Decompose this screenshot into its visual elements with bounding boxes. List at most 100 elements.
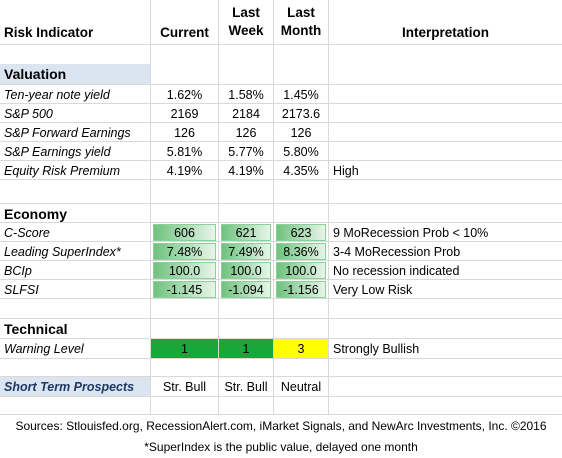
blank-cell <box>273 299 328 319</box>
blank-cell <box>218 64 273 84</box>
table-row: Warning Level 1 1 3 Strongly Bullish <box>0 338 562 359</box>
header-last-week-top: Last <box>232 5 260 20</box>
spacer-row <box>0 44 562 65</box>
data-bar <box>153 224 216 241</box>
header-row: Risk Indicator Current Last Week Last Mo… <box>0 0 562 44</box>
blank-cell <box>328 64 562 84</box>
header-interpretation: Interpretation <box>328 0 562 44</box>
prospects-row: Short Term Prospects Str. Bull Str. Bull… <box>0 376 562 397</box>
last-month-value: 2173.6 <box>273 104 328 123</box>
data-bar <box>221 262 271 279</box>
current-value-text: 7.48% <box>166 244 203 259</box>
blank-cell <box>150 180 218 204</box>
last-week-value: -1.094 <box>218 280 273 299</box>
prospects-label: Short Term Prospects <box>0 377 150 397</box>
data-bar <box>221 224 271 241</box>
footer-sources-row: Sources: Stlouisfed.org, RecessionAlert.… <box>0 414 562 437</box>
data-bar <box>153 262 216 279</box>
spacer-row <box>0 358 562 377</box>
technical-title: Technical <box>4 321 68 337</box>
blank-cell <box>328 359 562 377</box>
table-row: C-Score 606 621 623 9 MoRecession Prob <… <box>0 222 562 242</box>
table-row: BCIp 100.0 100.0 100.0 No recession indi… <box>0 260 562 280</box>
blank-cell <box>150 397 218 415</box>
economy-title: Economy <box>4 205 68 222</box>
blank-cell <box>328 180 562 204</box>
data-bar <box>221 281 271 298</box>
prospects-last-month: Neutral <box>273 377 328 397</box>
prospects-current: Str. Bull <box>150 377 218 397</box>
current-value-text: 100.0 <box>168 263 201 278</box>
blank-cell <box>218 45 273 65</box>
header-interpretation-label: Interpretation <box>401 25 489 40</box>
table-row: S&P Earnings yield 5.81% 5.77% 5.80% <box>0 141 562 161</box>
blank-cell <box>328 377 562 397</box>
current-value: 126 <box>150 123 218 142</box>
row-label: S&P Earnings yield <box>4 144 111 159</box>
table-row: Leading SuperIndex* 7.48% 7.49% 8.36% 3-… <box>0 241 562 261</box>
blank-cell <box>218 299 273 319</box>
data-bar <box>276 243 326 260</box>
interpretation-value <box>328 85 562 104</box>
blank-cell <box>328 397 562 415</box>
last-week-value: 4.19% <box>218 161 273 180</box>
last-month-value: 3 <box>273 339 328 359</box>
last-week-value: 1 <box>218 339 273 359</box>
header-current-label: Current <box>160 25 209 40</box>
current-value: 4.19% <box>150 161 218 180</box>
last-month-value-text: 8.36% <box>283 244 319 259</box>
interpretation-value: High <box>328 161 562 180</box>
current-value: 606 <box>150 223 218 242</box>
blank-cell <box>273 180 328 204</box>
blank-cell <box>218 359 273 377</box>
last-week-value: 100.0 <box>218 261 273 280</box>
table-row: SLFSI -1.145 -1.094 -1.156 Very Low Risk <box>0 279 562 299</box>
blank-cell <box>328 299 562 319</box>
data-bar <box>276 281 326 298</box>
last-week-value-text: 100.0 <box>230 263 262 278</box>
row-label: Warning Level <box>4 342 84 356</box>
header-current: Current <box>150 0 218 44</box>
interpretation-value: 3-4 MoRecession Prob <box>328 242 562 261</box>
blank-cell <box>273 45 328 65</box>
table-row: S&P Forward Earnings 126 126 126 <box>0 122 562 142</box>
valuation-section-row: Valuation <box>0 64 562 84</box>
last-month-value: 8.36% <box>273 242 328 261</box>
row-label: SLFSI <box>4 282 39 297</box>
blank-cell <box>328 204 562 223</box>
current-value-text: 606 <box>174 225 195 240</box>
current-value: 1.62% <box>150 85 218 104</box>
last-month-value: 623 <box>273 223 328 242</box>
last-month-value: 126 <box>273 123 328 142</box>
interpretation-value: Strongly Bullish <box>328 339 562 359</box>
last-month-value: -1.156 <box>273 280 328 299</box>
last-week-value: 126 <box>218 123 273 142</box>
last-month-value-text: 100.0 <box>285 263 317 278</box>
last-week-value: 1.58% <box>218 85 273 104</box>
last-month-value-text: -1.156 <box>283 282 319 297</box>
data-bar <box>276 224 326 241</box>
blank-cell <box>150 319 218 339</box>
blank-cell <box>150 359 218 377</box>
table-row: Ten-year note yield 1.62% 1.58% 1.45% <box>0 84 562 104</box>
blank-cell <box>273 64 328 84</box>
blank-cell <box>150 45 218 65</box>
header-indicator-label: Risk Indicator <box>4 25 94 40</box>
valuation-title: Valuation <box>4 66 67 82</box>
data-bar <box>153 281 216 298</box>
table-row: S&P 500 2169 2184 2173.6 <box>0 103 562 123</box>
header-last-month: Last Month <box>273 0 328 44</box>
blank-cell <box>273 319 328 339</box>
last-week-value: 2184 <box>218 104 273 123</box>
technical-section-row: Technical <box>0 318 562 339</box>
last-week-value: 5.77% <box>218 142 273 161</box>
interpretation-value: No recession indicated <box>328 261 562 280</box>
last-month-value: 1.45% <box>273 85 328 104</box>
footer-sources: Sources: Stlouisfed.org, RecessionAlert.… <box>15 419 547 433</box>
blank-cell <box>273 359 328 377</box>
interpretation-value: Very Low Risk <box>328 280 562 299</box>
blank-cell <box>218 319 273 339</box>
current-value: 100.0 <box>150 261 218 280</box>
last-week-value: 7.49% <box>218 242 273 261</box>
